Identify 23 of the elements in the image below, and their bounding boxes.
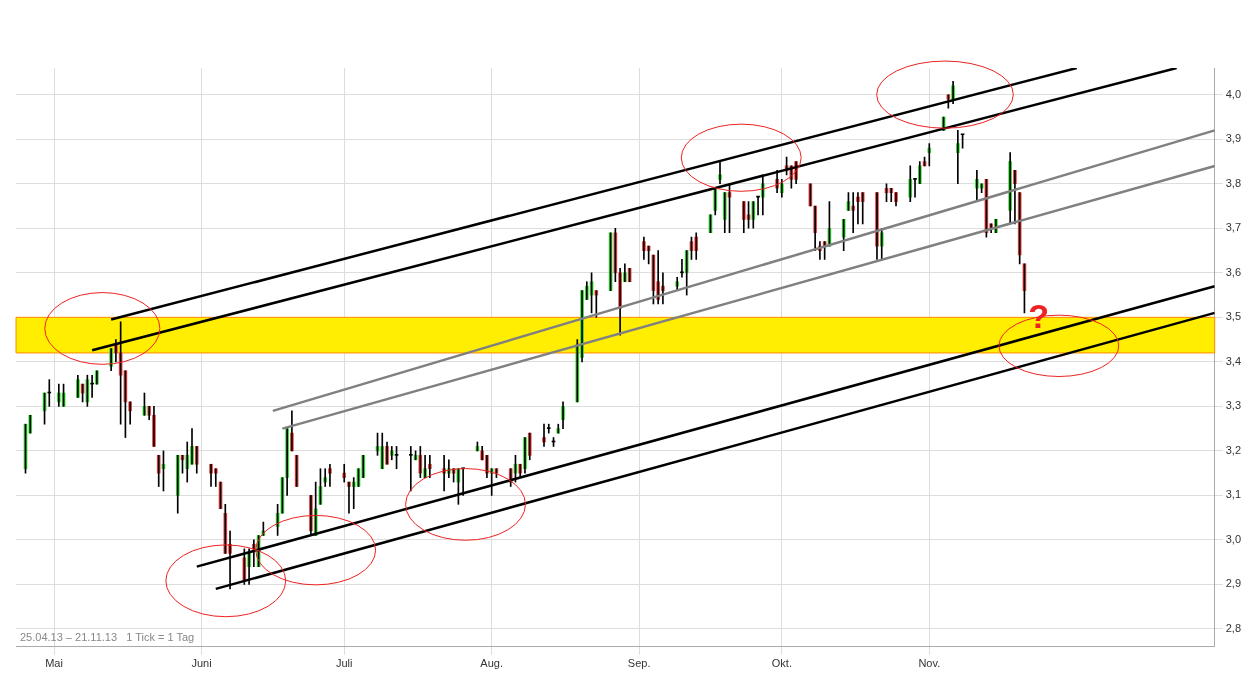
y-tick-label: 3,6 [1225,265,1242,278]
y-tick-label: 2,9 [1225,577,1242,590]
y-tick-label: 3,2 [1225,443,1242,456]
y-tick-label: 3,9 [1225,132,1242,145]
y-tick-label: 3,4 [1225,354,1242,367]
y-tick-label: 2,8 [1225,622,1242,635]
y-tick-label: 3,0 [1225,532,1242,545]
x-tick-label: Juni [191,657,212,670]
x-tick-label: Okt. [771,657,792,670]
y-tick-label: 3,5 [1225,310,1242,323]
x-tick-label: Juli [335,657,353,670]
candlestick [913,177,917,198]
x-tick-label: Sep. [627,657,651,670]
x-tick-label: Mai [45,657,63,670]
y-tick-label: 4,0 [1225,87,1242,100]
y-tick-label: 3,3 [1225,399,1242,412]
y-tick-label: 3,7 [1225,221,1242,234]
annotation: 25.04.13 – 21.11.13 1 Tick = 1 Tag [20,631,195,644]
annotation: ? [1028,296,1050,335]
y-tick-label: 3,1 [1225,488,1242,501]
x-tick-label: Nov. [918,657,941,670]
x-tick-label: Aug. [480,657,503,670]
y-tick-label: 3,8 [1225,176,1242,189]
